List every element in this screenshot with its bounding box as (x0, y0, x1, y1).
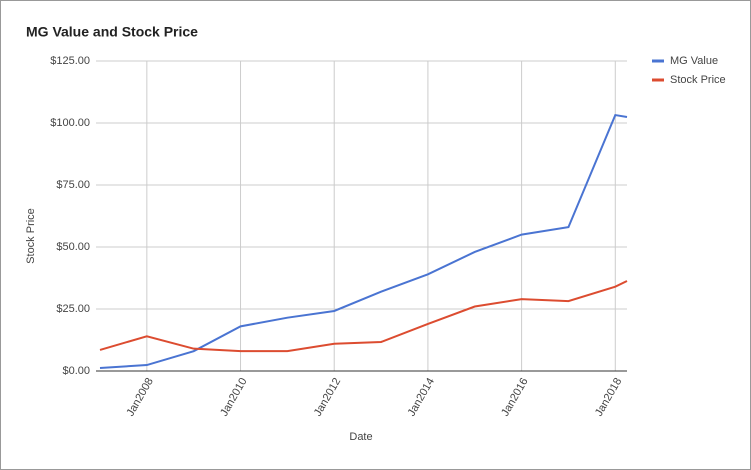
y-tick-label: $125.00 (50, 55, 90, 67)
chart-title: MG Value and Stock Price (26, 24, 198, 40)
y-tick-label: $100.00 (50, 117, 90, 129)
legend-label: Stock Price (670, 74, 726, 86)
y-tick-label: $0.00 (62, 365, 90, 377)
y-tick-label: $50.00 (56, 241, 90, 253)
y-axis-label: Stock Price (25, 208, 37, 264)
y-tick-label: $25.00 (56, 303, 90, 315)
x-axis-label: Date (349, 431, 372, 443)
series-line (99, 113, 628, 370)
legend-label: MG Value (670, 55, 718, 67)
y-tick-label: $75.00 (56, 179, 90, 191)
series-line (99, 280, 628, 353)
